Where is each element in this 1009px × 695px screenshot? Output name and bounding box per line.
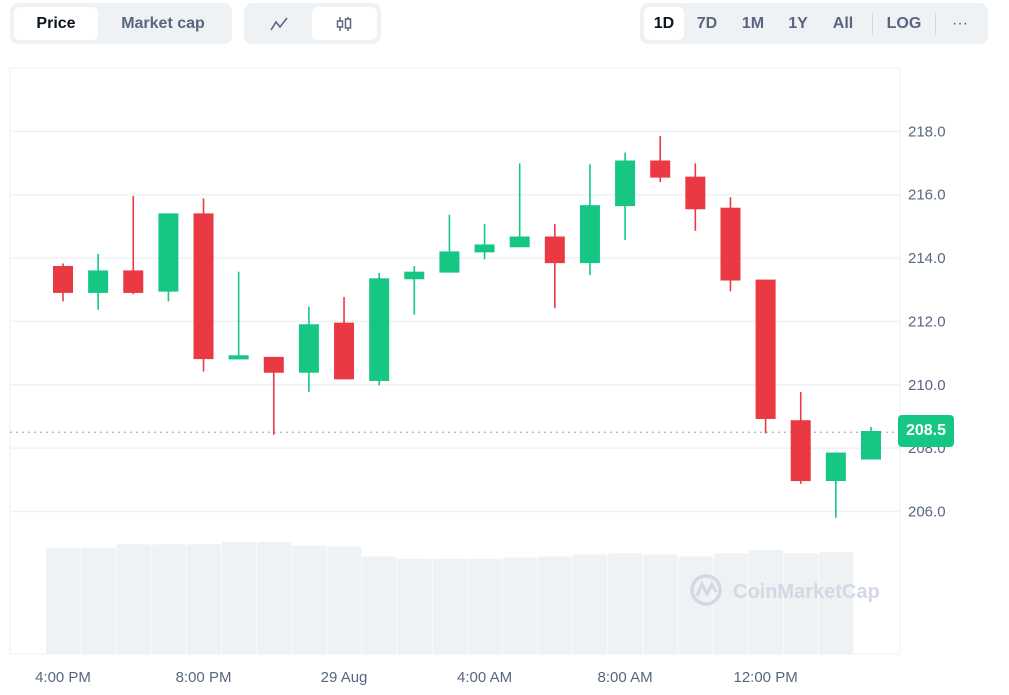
metric-toggle: Price Market cap xyxy=(10,3,232,44)
volume-bar xyxy=(818,552,854,654)
candle-up xyxy=(825,452,846,482)
divider xyxy=(872,12,873,35)
y-tick-label: 214.0 xyxy=(908,250,946,267)
range-1m[interactable]: 1M xyxy=(741,14,765,32)
x-tick-label: 29 Aug xyxy=(321,669,368,686)
volume-bar xyxy=(327,546,362,654)
volume-bar xyxy=(783,553,819,654)
candle-down xyxy=(685,176,706,210)
tab-price[interactable]: Price xyxy=(14,7,98,40)
x-tick-label: 4:00 AM xyxy=(457,669,512,686)
candle-up xyxy=(509,236,530,248)
y-tick-label: 212.0 xyxy=(908,313,946,330)
volume-bar xyxy=(502,557,538,654)
candle-up xyxy=(369,278,390,381)
range-1d[interactable]: 1D xyxy=(644,7,684,40)
range-1y[interactable]: 1Y xyxy=(788,14,808,32)
current-price-label: 208.5 xyxy=(898,415,954,447)
candle-down xyxy=(790,420,811,482)
range-toggle: 1D 7D 1M 1Y All LOG ··· xyxy=(640,3,988,44)
y-tick-label: 218.0 xyxy=(908,123,946,140)
volume-bar xyxy=(537,556,573,654)
volume-bar xyxy=(643,554,678,654)
volume-bar xyxy=(291,545,327,654)
coinmarketcap-watermark: CoinMarketCap xyxy=(690,574,880,606)
candle-down xyxy=(755,279,776,419)
candle-up xyxy=(474,244,495,253)
volume-bar xyxy=(467,558,503,654)
volume-bar xyxy=(46,547,81,654)
candle-up xyxy=(158,213,179,292)
candle-up xyxy=(860,431,881,460)
candle-up xyxy=(228,355,249,360)
candlestick-button[interactable] xyxy=(311,7,377,40)
chart-type-toggle xyxy=(244,3,381,44)
candle-down xyxy=(650,160,671,178)
candle-down xyxy=(334,322,355,380)
volume-bar xyxy=(397,558,432,654)
tab-market-cap[interactable]: Market cap xyxy=(121,14,205,32)
volume-bar xyxy=(186,544,222,654)
volume-bar xyxy=(608,553,643,654)
candle-up xyxy=(579,205,600,264)
log-scale-button[interactable]: LOG xyxy=(886,14,922,32)
candle-down xyxy=(720,207,741,281)
line-chart-button[interactable] xyxy=(248,7,310,40)
volume-bar xyxy=(432,558,467,654)
y-tick-label: 210.0 xyxy=(908,377,946,394)
candle-down xyxy=(193,213,214,360)
volume-bar xyxy=(256,542,292,654)
more-options-button[interactable]: ··· xyxy=(952,14,968,32)
candle-up xyxy=(439,251,460,273)
candlestick-icon xyxy=(337,16,352,31)
volume-bar xyxy=(713,553,748,654)
divider xyxy=(935,12,936,35)
range-7d[interactable]: 7D xyxy=(696,14,718,32)
candle-up xyxy=(88,270,109,293)
x-tick-label: 4:00 PM xyxy=(35,669,91,686)
volume-bar xyxy=(572,554,608,654)
candle-down xyxy=(53,265,73,293)
candle-up xyxy=(615,160,636,207)
candle-down xyxy=(263,356,284,373)
x-tick-label: 8:00 PM xyxy=(176,669,232,686)
x-tick-label: 12:00 PM xyxy=(733,669,797,686)
x-tick-label: 8:00 AM xyxy=(598,669,653,686)
range-all[interactable]: All xyxy=(832,14,854,32)
line-chart-icon xyxy=(270,17,288,30)
candle-down xyxy=(123,270,144,293)
volume-bar xyxy=(221,542,257,654)
volume-bar xyxy=(748,549,784,654)
volume-bar xyxy=(151,544,186,654)
volume-bar xyxy=(678,556,713,654)
y-tick-label: 206.0 xyxy=(908,503,946,520)
volume-bar xyxy=(81,547,116,654)
volume-bar xyxy=(116,544,151,654)
volume-bar xyxy=(362,556,397,654)
candle-down xyxy=(544,236,565,264)
candle-up xyxy=(404,271,425,280)
candle-up xyxy=(298,324,319,373)
svg-text:CoinMarketCap: CoinMarketCap xyxy=(733,581,880,603)
y-tick-label: 216.0 xyxy=(908,187,946,204)
